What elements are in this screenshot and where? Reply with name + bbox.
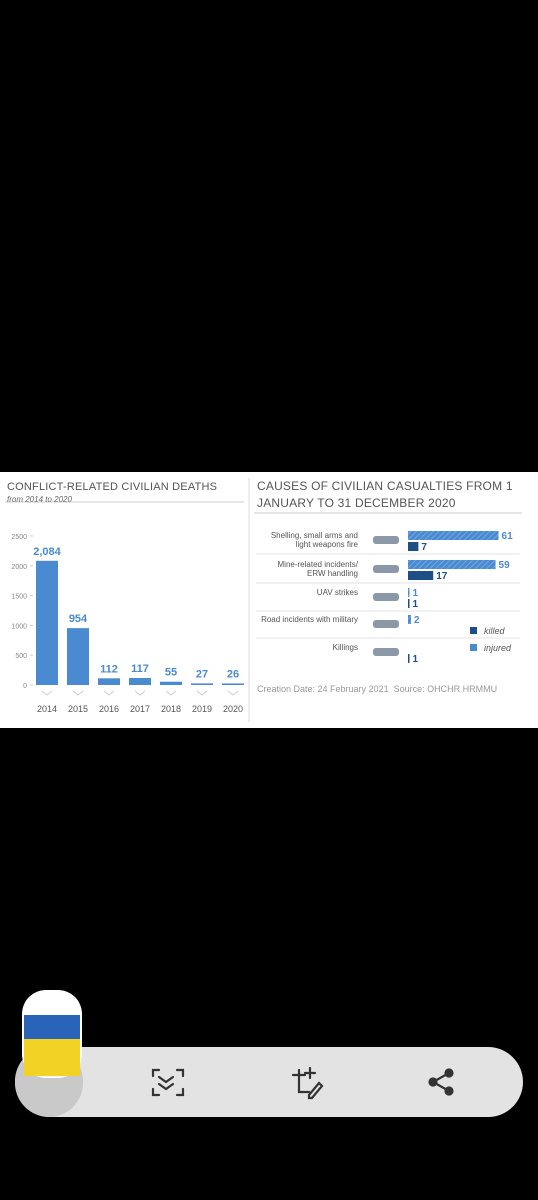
y-tick-label: 0 — [23, 683, 27, 690]
chart: 050010001500200025002,084201495420151122… — [5, 478, 522, 722]
chart-title: CAUSES OF CIVILIAN CASUALTIES FROM 1 JAN… — [257, 479, 513, 510]
thumbnail-bg — [15, 1047, 83, 1117]
x-tick — [165, 690, 177, 696]
x-tick — [134, 690, 146, 696]
value-label: 55 — [165, 667, 177, 679]
bar — [408, 599, 410, 608]
legend-label: injured — [484, 643, 512, 653]
x-tick-label: 2014 — [37, 704, 57, 714]
value-label: 27 — [196, 668, 208, 680]
x-tick — [227, 690, 239, 696]
bar — [408, 542, 419, 551]
bar — [160, 681, 182, 685]
category-label: UAV strikes — [316, 588, 358, 597]
bar — [408, 560, 496, 569]
category-label: Shelling, small arms and light weapons f… — [270, 531, 358, 549]
category-label: Road incidents with military — [261, 615, 358, 624]
x-tick-label: 2019 — [192, 704, 212, 714]
x-tick — [72, 690, 84, 696]
legend-label: killed — [484, 626, 506, 636]
share-icon[interactable] — [428, 1068, 454, 1096]
icon — [373, 620, 399, 628]
bar — [408, 615, 411, 624]
x-tick-label: 2020 — [223, 704, 243, 714]
y-tick-label: 1500 — [11, 594, 27, 601]
x-tick-label: 2018 — [161, 704, 181, 714]
edit-icon[interactable] — [291, 1066, 324, 1100]
bar — [129, 678, 151, 685]
bar — [36, 560, 58, 685]
value-label: 59 — [499, 560, 511, 571]
chart-subtitle: from 2014 to 2020 — [7, 495, 72, 504]
value-label: 17 — [436, 571, 448, 582]
value-label: 7 — [421, 542, 427, 553]
y-tick-label: 2500 — [11, 534, 27, 541]
scan-icon[interactable] — [151, 1068, 185, 1097]
x-tick — [41, 690, 53, 696]
y-tick-label: 500 — [15, 653, 27, 660]
x-tick — [103, 690, 115, 696]
value-label: 2,084 — [33, 546, 61, 558]
bar — [408, 531, 499, 540]
x-tick-label: 2017 — [130, 704, 150, 714]
bar — [408, 571, 434, 580]
y-tick-label: 2000 — [11, 564, 27, 571]
source-note: Creation Date: 24 February 2021 Source: … — [257, 684, 498, 694]
value-label: 61 — [502, 531, 514, 542]
infographic: 0 500 1000 1500 2000 2500 2,084 2014 954 2015 112 2… — [0, 472, 538, 728]
value-label: 2 — [414, 615, 420, 626]
x-tick-label: 2015 — [68, 704, 88, 714]
y-tick-label: 1000 — [11, 623, 27, 630]
category-label: Mine-related incidents/ ERW handling — [277, 560, 358, 578]
bar — [408, 588, 410, 597]
icon — [373, 648, 399, 656]
thumbnail-image — [24, 1015, 80, 1039]
thumbnail[interactable] — [22, 990, 82, 1078]
value-label: 117 — [131, 663, 149, 675]
value-label: 112 — [100, 663, 118, 675]
legend-swatch — [470, 644, 477, 651]
icon — [373, 593, 399, 601]
bar — [222, 683, 244, 685]
legend-swatch — [470, 627, 477, 634]
category-label: Killings — [332, 643, 358, 652]
bar — [67, 628, 89, 685]
bar — [191, 683, 213, 685]
thumbnail-image — [24, 1039, 80, 1076]
value-label: 1 — [413, 654, 419, 665]
bar — [408, 654, 410, 663]
icon — [373, 536, 399, 544]
x-tick — [196, 690, 208, 696]
value-label: 26 — [227, 668, 239, 680]
icon — [373, 565, 399, 573]
toolbar-bg — [15, 1047, 523, 1117]
value-label: 1 — [413, 599, 419, 610]
x-tick-label: 2016 — [99, 704, 119, 714]
value-label: 1 — [413, 588, 419, 599]
bar — [98, 678, 120, 685]
chart-title: CONFLICT-RELATED CIVILIAN DEATHS — [7, 481, 218, 493]
value-label: 954 — [69, 613, 88, 625]
